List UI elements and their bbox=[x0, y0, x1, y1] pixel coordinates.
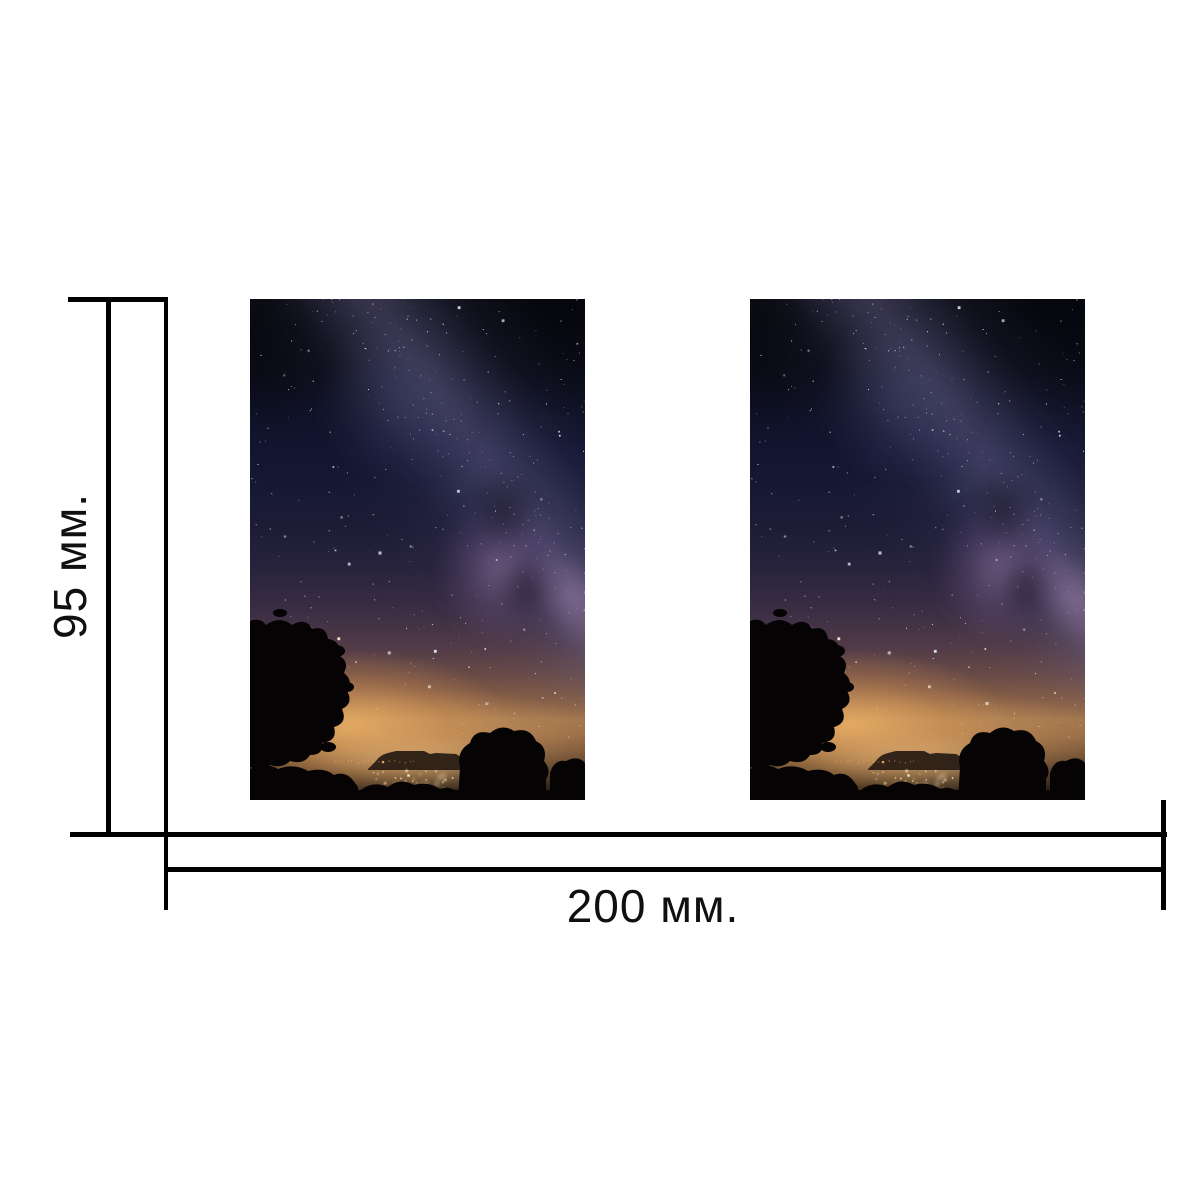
night-sky-photo-1 bbox=[250, 299, 585, 800]
bottom-foliage-band bbox=[250, 788, 585, 800]
tree-silhouettes bbox=[250, 609, 585, 800]
night-sky-photo-2 bbox=[750, 299, 1085, 800]
width-dimension-label: 200 мм. bbox=[566, 880, 740, 932]
far-right-bush-silhouette bbox=[550, 758, 585, 800]
right-extension-line bbox=[1161, 800, 1166, 910]
right-bush-silhouette bbox=[958, 727, 1049, 800]
baseline-rail bbox=[70, 832, 1167, 837]
bottom-foliage-band bbox=[750, 788, 1085, 800]
left-tree-silhouette bbox=[250, 619, 350, 769]
tree-silhouettes bbox=[750, 609, 1085, 800]
height-dimension-top-cap bbox=[68, 297, 168, 302]
left-extension-line bbox=[164, 297, 168, 910]
height-dimension-label: 95 мм. bbox=[44, 493, 96, 639]
right-bush-silhouette bbox=[458, 727, 549, 800]
height-dimension-line bbox=[106, 297, 111, 834]
far-right-bush-silhouette bbox=[1050, 758, 1085, 800]
left-tree-silhouette bbox=[750, 619, 850, 769]
width-dimension-line bbox=[166, 867, 1166, 872]
